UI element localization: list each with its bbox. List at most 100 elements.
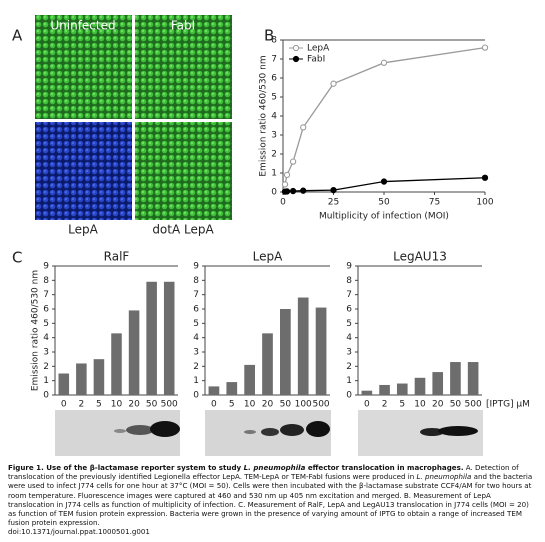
legend-label: LepA — [307, 44, 330, 54]
x-tick-label: 10 — [414, 400, 426, 410]
x-tick-label: 25 — [328, 198, 339, 208]
y-tick-label: 2 — [346, 362, 352, 372]
caption-text: and the bacteria were used to infect J77… — [8, 472, 533, 528]
y-tick-label: 3 — [193, 348, 199, 358]
x-tick-label: 50 — [378, 198, 390, 208]
image-label: LepA — [68, 223, 98, 237]
x-tick-label: 100 — [295, 400, 312, 410]
y-tick-label: 4 — [271, 112, 277, 122]
caption: Figure 1. Use of the β-lactamase reporte… — [8, 463, 538, 527]
bar — [396, 383, 408, 395]
x-tick-label: 0 — [61, 400, 67, 410]
y-tick-label: 6 — [193, 305, 199, 315]
caption-text: L. pneumophila — [243, 463, 306, 472]
x-tick-label: 0 — [211, 400, 217, 410]
y-tick-label: 7 — [271, 55, 277, 65]
doi: doi:10.1371/journal.ppat.1000501.g001 — [8, 527, 150, 536]
data-point — [380, 59, 388, 66]
x-tick-label: 75 — [429, 198, 440, 208]
bar — [450, 362, 461, 395]
x-tick-label: 5 — [399, 400, 405, 410]
y-tick-label: 1 — [193, 376, 199, 386]
bar — [414, 377, 426, 395]
data-point — [300, 187, 307, 194]
x-tick-label: 0 — [364, 400, 370, 410]
y-tick-label: 0 — [193, 391, 199, 401]
x-tick-label: 20 — [128, 400, 140, 410]
figure: A B C Uninfected FabI LepA dotA LepA 0 1 2… — [12, 15, 530, 456]
y-tick-label: 6 — [346, 305, 352, 315]
bar — [93, 359, 105, 395]
bar — [226, 382, 238, 395]
x-tick-label: 500 — [312, 400, 329, 410]
x-axis-label: [IPTG] μM — [486, 400, 530, 410]
bar — [280, 309, 291, 395]
bar — [76, 363, 87, 395]
y-tick-label: 3 — [43, 348, 49, 358]
y-tick-label: 6 — [271, 74, 277, 84]
x-tick-label: 2 — [78, 400, 84, 410]
caption-text: A. Detection of translocation of the pre… — [8, 463, 519, 482]
y-tick-label: 8 — [43, 276, 49, 286]
x-axis-label: Multiplicity of infection (MOI) — [319, 212, 449, 222]
y-tick-label: 5 — [346, 319, 352, 329]
panel-letter: A — [12, 27, 23, 45]
y-tick-label: 3 — [346, 348, 352, 358]
y-tick-label: 1 — [346, 376, 352, 386]
western-blots — [55, 410, 483, 456]
x-tick-label: 50 — [450, 400, 462, 410]
data-point — [481, 44, 489, 51]
data-point — [330, 186, 337, 194]
bar — [467, 362, 479, 395]
legend-label: FabI — [307, 55, 325, 65]
data-point — [283, 188, 291, 195]
panel-letter: C — [12, 249, 22, 267]
caption-text: Figure 1. Use of the β-lactamase reporte… — [8, 463, 244, 472]
image-label: FabI — [171, 19, 195, 33]
chart-title: LegAU13 — [393, 250, 447, 264]
micrograph — [135, 122, 232, 220]
bar — [262, 333, 273, 395]
y-tick-label: 3 — [271, 131, 277, 141]
bar — [146, 281, 157, 395]
data-point — [283, 171, 291, 179]
y-tick-label: 4 — [193, 333, 199, 343]
data-point — [481, 174, 489, 181]
legend-marker — [292, 55, 300, 63]
bar — [379, 384, 390, 395]
bar — [163, 281, 175, 395]
x-tick-label: 0 — [280, 198, 286, 208]
bar — [432, 372, 444, 395]
x-tick-label: 5 — [229, 400, 235, 410]
y-tick-label: 5 — [271, 93, 277, 103]
y-tick-label: 0 — [271, 188, 277, 198]
y-tick-label: 7 — [43, 290, 49, 300]
data-point — [289, 158, 297, 165]
data-point — [380, 178, 388, 185]
bar — [58, 373, 70, 395]
x-tick-label: 500 — [465, 400, 482, 410]
x-tick-label: 10 — [244, 400, 256, 410]
bar — [315, 307, 327, 395]
x-tick-label: 20 — [432, 400, 444, 410]
caption-text: effector translocation in macrophages. — [305, 463, 464, 472]
x-tick-label: 500 — [161, 400, 178, 410]
x-tick-label: 50 — [280, 400, 292, 410]
data-point — [281, 181, 289, 188]
micrograph — [35, 122, 132, 220]
x-tick-label: 10 — [111, 400, 123, 410]
image-label: Uninfected — [50, 19, 115, 33]
y-tick-label: 9 — [346, 262, 352, 272]
data-point — [330, 80, 337, 87]
x-tick-label: 2 — [382, 400, 388, 410]
chart-title: LepA — [253, 250, 283, 264]
bar — [297, 297, 309, 395]
y-tick-label: 2 — [193, 362, 199, 372]
y-axis-label: Emission ratio 460/530 nm — [31, 270, 41, 391]
y-tick-label: 7 — [346, 290, 352, 300]
data-point — [289, 187, 297, 195]
y-tick-label: 2 — [43, 362, 49, 372]
legend-marker — [292, 44, 300, 52]
caption-text: L. pneumophila — [416, 472, 472, 482]
series-line — [284, 46, 486, 185]
